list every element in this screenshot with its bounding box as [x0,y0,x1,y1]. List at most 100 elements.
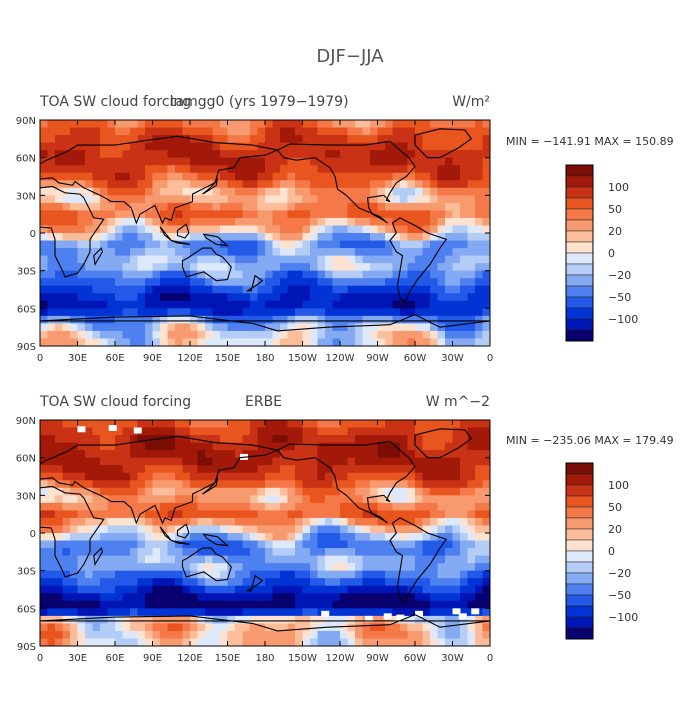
field-cell [347,135,356,143]
field-cell [340,442,348,451]
field-cell [325,578,333,587]
field-cell [47,165,56,174]
field-cell [370,240,378,249]
field-cell [197,457,206,466]
field-cell [145,435,153,443]
field-cell [100,308,108,317]
field-cell [107,225,116,234]
field-cell [265,142,273,151]
field-cell [197,502,206,511]
field-cell [445,127,453,136]
field-cell [370,195,378,204]
field-cell [347,293,356,302]
field-cell [437,217,446,226]
field-cell [152,442,161,451]
field-cell [407,240,416,249]
field-cell [160,172,168,181]
field-cell [445,330,453,339]
field-cell [295,442,303,451]
field-cell [70,308,78,317]
field-cell [265,517,273,526]
field-cell [167,630,176,639]
field-cell [77,315,86,324]
field-cell [302,533,311,541]
field-cell [340,593,348,602]
field-cell [85,548,93,556]
x-tick-label: 180 [255,353,274,364]
field-cell [130,263,138,272]
field-cell [347,300,356,309]
field-cell [77,142,86,151]
field-cell [257,210,266,219]
field-cell [182,420,191,428]
x-tick-label: 90E [143,653,162,664]
field-cell [107,517,116,526]
field-cell [340,323,348,332]
field-cell [152,495,161,504]
field-cell [190,172,198,181]
field-cell [62,263,71,272]
field-cell [115,120,123,128]
field-cell [175,127,183,136]
field-cell [92,472,101,481]
field-cell [115,487,123,496]
field-cell [377,248,386,256]
field-cell [137,593,146,602]
field-cell [370,450,378,459]
field-cell [422,435,431,443]
field-cell [385,450,393,459]
field-cell [385,270,393,279]
colorbar-swatch [565,528,594,541]
field-cell [400,517,408,526]
field-cell [77,180,86,189]
coastline [389,517,448,603]
field-cell [385,533,393,541]
field-cell [182,225,191,234]
x-tick-label: 60E [105,653,124,664]
field-cell [100,502,108,511]
field-cell [257,195,266,204]
field-cell [407,472,416,481]
field-cell [92,480,101,489]
field-cell [460,172,468,181]
field-cell [317,510,326,519]
field-cell [422,487,431,496]
field-cell [242,120,251,128]
field-cell [175,150,183,159]
field-cell [220,427,228,436]
field-cell [340,157,348,166]
field-cell [115,480,123,489]
field-cell [47,270,56,279]
field-cell [460,563,468,572]
field-cell [175,435,183,443]
field-cell [145,195,153,204]
field-cell [167,180,176,189]
field-cell [242,502,251,511]
field-cell [100,142,108,151]
field-cell [347,480,356,489]
field-cell [280,323,288,332]
field-cell [422,202,431,211]
colorbar-swatch [565,462,594,475]
field-cell [302,593,311,602]
field-cell [347,502,356,511]
field-cell [475,548,483,556]
field-cell [445,217,453,226]
field-cell [92,195,101,204]
field-cell [242,585,251,594]
field-cell [250,465,258,474]
field-cell [160,293,168,302]
field-cell [272,517,281,526]
field-cell [445,187,453,196]
field-cell [197,278,206,287]
field-cell [85,233,93,241]
field-cell [137,533,146,541]
field-cell [145,593,153,602]
field-cell [415,285,423,294]
field-cell [220,120,228,128]
field-cell [62,427,71,436]
field-cell [130,180,138,189]
field-cell [415,308,423,317]
field-cell [400,442,408,451]
field-cell [385,540,393,549]
